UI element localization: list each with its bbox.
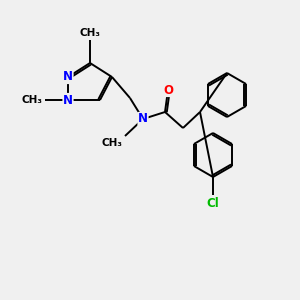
Text: CH₃: CH₃ (102, 138, 123, 148)
Text: CH₃: CH₃ (80, 28, 100, 38)
Text: N: N (138, 112, 148, 125)
Text: CH₃: CH₃ (22, 95, 43, 105)
Text: N: N (63, 70, 73, 83)
Text: Cl: Cl (207, 197, 219, 210)
Text: N: N (63, 94, 73, 106)
Text: O: O (163, 83, 173, 97)
